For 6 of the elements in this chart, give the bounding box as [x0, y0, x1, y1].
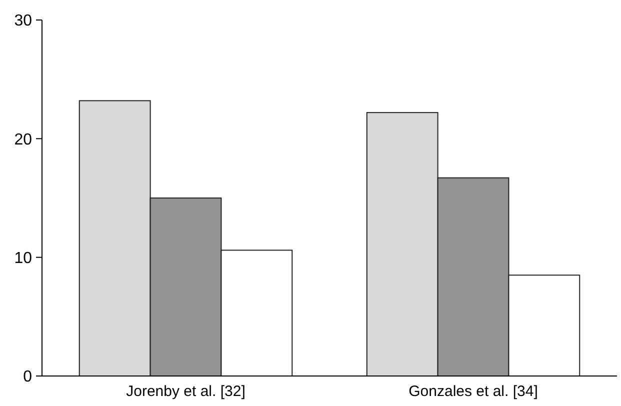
- y-tick-label: 20: [14, 131, 32, 148]
- x-tick-label: Jorenby et al. [32]: [126, 383, 246, 400]
- y-tick-label: 30: [14, 12, 32, 30]
- y-tick-label: 0: [23, 368, 32, 386]
- x-tick-label: Gonzales et al. [34]: [408, 383, 538, 400]
- y-tick-label: 10: [14, 250, 32, 267]
